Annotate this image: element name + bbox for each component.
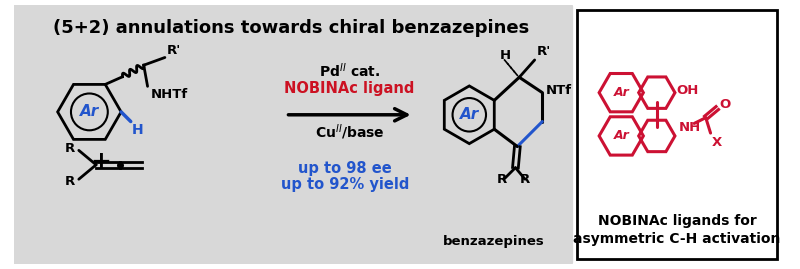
Text: R: R [65, 175, 75, 188]
Text: (5+2) annulations towards chiral benzazepines: (5+2) annulations towards chiral benzaze… [54, 19, 530, 37]
Text: Ar: Ar [80, 104, 99, 119]
Text: R': R' [167, 44, 181, 56]
Text: H: H [500, 49, 511, 62]
Text: Ar: Ar [460, 107, 479, 122]
Bar [577, 10, 777, 259]
Text: R': R' [537, 45, 551, 58]
Text: R: R [497, 174, 507, 186]
Text: Ar: Ar [614, 129, 629, 143]
Text: NHTf: NHTf [150, 88, 188, 101]
Text: R: R [65, 142, 75, 155]
Text: Cu$^{II}$/base: Cu$^{II}$/base [314, 122, 385, 142]
Text: R: R [520, 174, 530, 186]
Text: OH: OH [676, 84, 698, 97]
Text: NH: NH [679, 121, 701, 134]
Text: benzazepines: benzazepines [442, 235, 544, 249]
FancyBboxPatch shape [13, 3, 573, 266]
Text: NOBINAc ligand: NOBINAc ligand [284, 80, 414, 95]
Text: X: X [711, 136, 722, 149]
Text: NOBINAc ligands for
asymmetric C-H activation: NOBINAc ligands for asymmetric C-H activ… [574, 214, 781, 246]
Text: Ar: Ar [614, 86, 629, 99]
Text: up to 98 ee: up to 98 ee [298, 161, 392, 176]
Text: up to 92% yield: up to 92% yield [281, 177, 409, 192]
Text: Pd$^{II}$ cat.: Pd$^{II}$ cat. [319, 62, 380, 80]
Text: NTf: NTf [546, 84, 572, 97]
Text: H: H [132, 123, 143, 137]
Text: +: + [90, 150, 111, 174]
Text: O: O [719, 98, 730, 111]
